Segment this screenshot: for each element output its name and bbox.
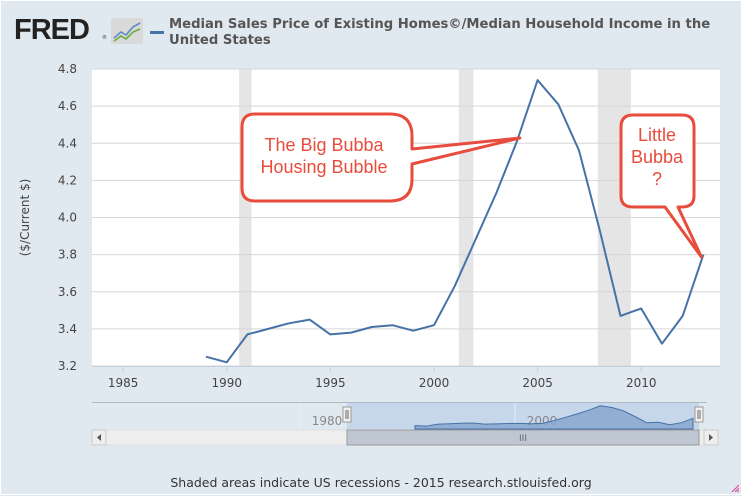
y-tick-label: 3.4 [58,322,77,336]
y-tick-label: 4.6 [58,99,77,113]
callout-big-bubba-text: Housing Bubble [260,157,387,177]
x-tick-label: 1995 [315,376,346,390]
navigator-handle-right[interactable] [694,406,704,423]
x-tick-label: 2000 [419,376,450,390]
chart-header: FRED ® Median Sales Price of Existing Ho… [14,9,734,53]
navigator-series-area [414,405,694,430]
y-tick-label: 4.8 [58,62,77,76]
navigator-handle-left[interactable] [342,406,352,423]
registered-mark: ® [102,35,107,41]
data-point[interactable] [264,325,272,333]
callout-big-bubba [240,112,522,203]
scrollbar-grip-icon: III [519,434,527,444]
scrollbar-thumb[interactable] [346,429,700,446]
callout-little-bubba-text: Bubba [631,147,684,167]
data-point[interactable] [223,358,231,366]
y-tick-label: 3.2 [58,359,77,373]
x-tick-label: 2010 [626,376,657,390]
data-point[interactable] [575,147,583,155]
data-point[interactable] [637,304,645,312]
data-point[interactable] [430,321,438,329]
callout-little-bubba-text: Little [638,125,676,145]
line-chart-icon [111,18,143,44]
chevron-right-icon [709,434,713,441]
x-tick-label: 1990 [211,376,242,390]
data-point[interactable] [617,312,625,320]
navigator-label: 1980 [312,414,343,428]
data-point[interactable] [389,321,397,329]
callout-big-bubba-text: The Big Bubba [264,135,384,155]
scroll-right-button[interactable] [703,429,719,446]
data-point[interactable] [596,226,604,234]
handle-body[interactable] [342,406,352,423]
series-title[interactable]: Median Sales Price of Existing Homes©/Me… [169,17,711,48]
data-point[interactable] [409,327,417,335]
y-tick-label: 4.4 [58,136,77,150]
chevron-left-icon [97,434,101,441]
recession-note[interactable]: Shaded areas indicate US recessions - 20… [170,475,592,490]
callout-little-bubba [619,113,703,259]
data-point[interactable] [658,340,666,348]
y-tick-label: 4.2 [58,173,77,187]
data-point[interactable] [243,330,251,338]
callout-little-bubba-text: ? [652,169,662,189]
data-point[interactable] [451,282,459,290]
x-tick-label: 2005 [522,376,553,390]
data-point[interactable] [202,353,210,361]
data-point[interactable] [306,316,314,324]
data-point[interactable] [285,319,293,327]
y-axis-label: ($/Current $) [18,179,32,257]
data-point[interactable] [326,330,334,338]
handle-body[interactable] [694,406,704,423]
y-tick-label: 3.6 [58,285,77,299]
y-tick-label: 3.8 [58,248,77,262]
data-point[interactable] [492,189,500,197]
data-point[interactable] [347,329,355,337]
data-point[interactable] [534,76,542,84]
scroll-left-button[interactable] [91,429,107,446]
resize-grip-icon[interactable] [731,484,739,492]
data-point[interactable] [554,100,562,108]
legend-series-swatch [150,31,164,34]
data-point[interactable] [679,312,687,320]
data-point[interactable] [368,323,376,331]
x-tick-label: 1985 [108,376,139,390]
fred-logo[interactable]: FRED [14,14,90,46]
y-tick-label: 4.0 [58,211,77,225]
series-line[interactable] [205,79,705,364]
data-point[interactable] [471,236,479,244]
